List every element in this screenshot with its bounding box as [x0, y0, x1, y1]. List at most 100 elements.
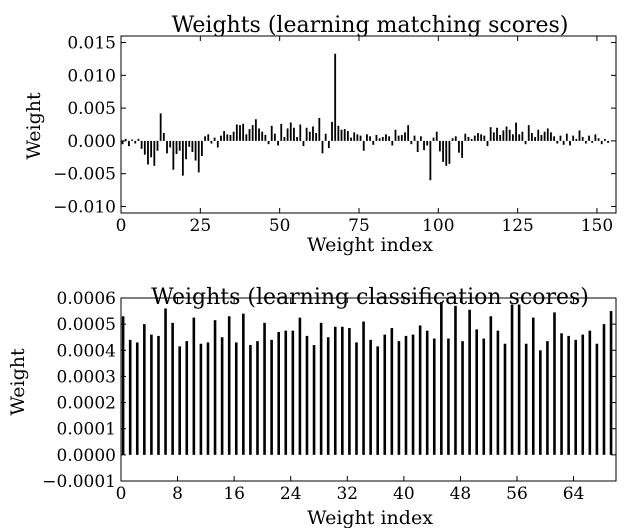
x-tick-label: 16	[223, 484, 245, 504]
bar	[550, 132, 552, 141]
bar	[468, 309, 471, 455]
bar	[164, 308, 167, 455]
x-tick-label: 0	[116, 484, 127, 504]
y-tick-label: 0.0000	[57, 446, 116, 466]
y-tick-label: 0.0006	[57, 289, 116, 309]
bar	[185, 140, 187, 160]
bar	[312, 345, 316, 455]
bar	[227, 316, 231, 455]
bar	[213, 320, 217, 455]
bar	[540, 134, 543, 141]
bar	[324, 133, 327, 141]
bar	[319, 322, 323, 455]
bar	[581, 136, 584, 141]
bar	[207, 134, 210, 141]
bar	[134, 140, 137, 144]
y-tick-label: 0.0003	[57, 367, 116, 387]
bar	[369, 136, 371, 141]
x-tick-label: 0	[116, 216, 127, 236]
bar	[280, 123, 283, 141]
bar	[390, 328, 394, 455]
y-tick-label: 0.015	[67, 34, 116, 54]
bar	[394, 129, 397, 141]
bar	[597, 138, 600, 141]
bar	[451, 138, 454, 141]
bar	[404, 132, 406, 141]
bar	[220, 337, 224, 455]
bar	[410, 140, 413, 145]
bar	[388, 136, 391, 141]
bar	[350, 137, 352, 141]
bar	[534, 136, 536, 141]
bar	[201, 140, 203, 156]
bar	[185, 341, 189, 455]
bar	[156, 140, 159, 151]
bar	[445, 140, 448, 166]
bar	[299, 124, 302, 141]
bar	[305, 127, 308, 141]
bar	[581, 334, 585, 455]
x-axis-label: Weight index	[307, 234, 433, 256]
bar	[607, 140, 609, 143]
bar	[425, 330, 429, 455]
bar	[131, 139, 134, 141]
x-tick-label: 48	[450, 484, 472, 504]
bar	[223, 131, 226, 141]
bar	[521, 131, 524, 141]
bar	[143, 140, 146, 155]
bar	[362, 140, 365, 151]
bar	[291, 330, 295, 455]
bar	[411, 334, 415, 455]
x-tick-label: 125	[501, 216, 533, 236]
bar	[273, 133, 276, 141]
bar	[251, 125, 254, 141]
bar	[204, 136, 206, 141]
bar	[560, 333, 563, 455]
bar	[454, 136, 457, 141]
x-tick-label: 32	[336, 484, 358, 504]
bar	[289, 122, 292, 141]
bar	[150, 334, 153, 455]
bar	[369, 339, 372, 455]
x-tick-label: 56	[506, 484, 528, 504]
bar	[442, 140, 444, 162]
bar	[334, 53, 337, 141]
bar	[242, 123, 245, 141]
bar	[348, 328, 351, 455]
bar	[461, 140, 464, 158]
bar	[502, 130, 505, 141]
bar	[567, 335, 570, 455]
bar	[419, 136, 422, 141]
bar	[191, 140, 194, 153]
bar	[588, 135, 590, 141]
bar	[296, 136, 299, 141]
bar	[277, 331, 280, 455]
bar	[143, 324, 146, 455]
bar	[337, 125, 340, 141]
y-axis-label: Weight	[7, 348, 29, 416]
bar	[283, 136, 286, 141]
axis-ticks: 0 25 50 75 100 125 150 −0.010 −0.005 0.000 0.005 0.…	[53, 34, 616, 236]
bar	[464, 133, 467, 141]
bar	[440, 301, 443, 455]
bar	[527, 125, 530, 141]
bar	[546, 128, 549, 141]
bar	[234, 342, 238, 455]
x-tick-label: 8	[172, 484, 183, 504]
x-tick-label: 64	[563, 484, 585, 504]
bar	[595, 343, 599, 455]
bar	[263, 322, 266, 455]
bar	[391, 140, 394, 146]
bar	[359, 135, 362, 141]
bar	[188, 140, 191, 147]
y-tick-label: 0.0004	[57, 341, 116, 361]
y-tick-label: 0.0005	[57, 315, 116, 335]
bar	[511, 134, 514, 141]
bar	[496, 330, 500, 455]
bar	[341, 326, 344, 455]
bar	[496, 127, 498, 141]
bar	[559, 135, 562, 141]
bar	[157, 335, 160, 455]
bar	[210, 140, 213, 144]
bar	[609, 311, 613, 455]
